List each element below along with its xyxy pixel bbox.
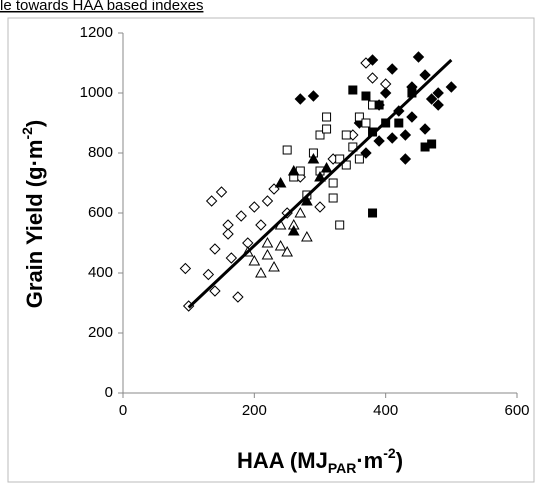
point [314,170,326,182]
point [314,201,326,213]
y-title-part: ) [22,120,47,127]
x-tick-label: 0 [119,402,127,419]
y-tick-label: 1200 [80,24,113,41]
point [328,178,338,188]
point [301,230,313,242]
point [248,201,261,213]
point [255,266,267,278]
point [374,100,384,110]
y-title-part: Grain Yield (g·m [22,140,47,309]
point [315,130,325,140]
point [294,206,307,218]
x-tick-label: 600 [504,402,529,419]
point [432,87,444,99]
y-tick-label: 600 [88,204,113,221]
x-title-part: ·m [356,448,383,473]
point [307,90,320,102]
point [368,208,378,218]
point [235,210,247,222]
y-tick-label: 400 [88,264,113,281]
point [248,254,261,266]
x-tick-label: 400 [373,402,398,419]
x-title-part: ) [396,448,403,473]
trendline [187,58,453,309]
y-tick-label: 800 [88,144,113,161]
point [341,160,351,170]
point [328,193,338,203]
point [232,291,244,303]
point [274,239,287,251]
point [419,69,431,81]
point [341,130,351,140]
point [225,252,238,264]
point [320,161,333,173]
point [361,91,371,101]
point [282,145,292,155]
point [179,262,192,275]
point [261,248,274,260]
point [294,93,307,105]
point [209,285,221,297]
point [419,123,431,135]
point [255,219,267,231]
x-title-part: HAA (MJ [237,448,328,473]
point [394,118,404,128]
point [354,154,364,164]
point [281,245,294,257]
point [427,139,437,149]
x-axis-title: HAA (MJPAR·m-2) [237,445,403,476]
y-tick-label: 200 [88,324,113,341]
x-title-sub: PAR [328,460,357,476]
point [399,129,412,141]
point [348,85,358,95]
point [261,236,274,248]
point [420,142,430,152]
point [205,195,218,207]
chart-frame [7,17,535,483]
point [287,224,300,236]
point [268,260,280,272]
point [386,132,398,144]
point [379,87,392,99]
point [412,51,425,63]
point [274,176,287,188]
point [202,268,215,281]
point [322,112,332,122]
point [335,220,345,230]
point [287,164,300,176]
y-title-sup: -2 [19,127,35,140]
chart-title: le towards HAA based indexes [0,0,203,14]
point [445,81,458,93]
point [366,54,379,66]
point [222,228,234,240]
y-tick-label: 0 [105,384,113,401]
y-tick-label: 1000 [80,84,113,101]
x-tick-label: 200 [242,402,267,419]
y-axis-title: Grain Yield (g·m-2) [19,120,47,308]
point [215,186,228,198]
point [261,195,274,207]
point [322,124,332,134]
point [373,135,385,147]
point [366,72,379,84]
point [399,153,412,165]
point [386,63,398,75]
point [425,93,438,105]
point [209,243,221,255]
x-title-sup: -2 [383,445,396,461]
point [307,152,320,164]
point [432,99,444,111]
point [361,118,371,128]
point [406,111,418,123]
